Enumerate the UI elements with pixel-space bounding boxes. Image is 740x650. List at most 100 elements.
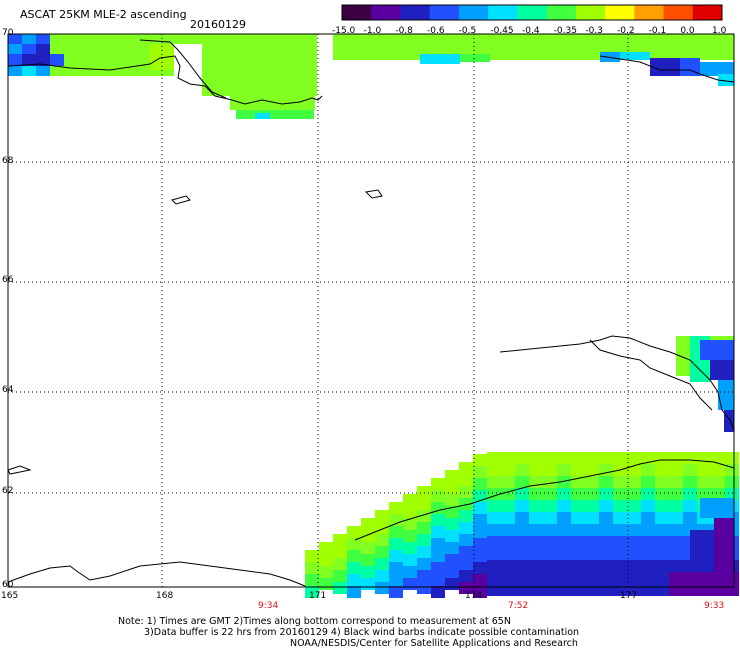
data-cell: [585, 548, 599, 560]
data-cell: [641, 548, 655, 560]
coastline-path: [589, 339, 713, 411]
data-cell: [655, 464, 669, 476]
data-cell: [655, 548, 669, 560]
data-cell: [202, 34, 317, 96]
data-cell: [529, 572, 543, 584]
data-cell: [347, 550, 361, 562]
data-cell: [543, 476, 557, 488]
data-cell: [501, 476, 515, 488]
data-cell: [347, 526, 361, 538]
data-cell: [641, 452, 655, 464]
data-cell: [431, 586, 445, 598]
data-cell: [487, 464, 501, 476]
data-cell: [445, 542, 459, 554]
data-cell: [459, 462, 473, 474]
data-cell: [501, 512, 515, 524]
colorbar-swatch: [458, 5, 489, 20]
data-cell: [543, 548, 557, 560]
data-cell: [473, 502, 487, 514]
data-cell: [473, 574, 487, 586]
data-cell: [305, 586, 319, 598]
data-cell: [319, 554, 333, 566]
data-cell: [641, 536, 655, 548]
data-cell: [627, 548, 641, 560]
note-line-1: Note: 1) Times are GMT 2)Times along bot…: [118, 616, 511, 627]
data-cell: [431, 550, 445, 562]
data-cell: [599, 500, 613, 512]
data-cell: [459, 558, 473, 570]
data-cell: [501, 584, 515, 596]
chart-date: 20160129: [190, 18, 246, 31]
data-cell: [431, 490, 445, 502]
time-label-1: 9:34: [258, 601, 279, 611]
data-cell: [487, 476, 501, 488]
colorbar-label: -15.0: [332, 26, 356, 36]
data-cell: [613, 572, 627, 584]
data-cell: [585, 476, 599, 488]
lat-label-70: 70: [2, 28, 14, 38]
coastline-path: [7, 561, 306, 587]
data-cell: [515, 452, 529, 464]
data-cell: [557, 488, 571, 500]
data-cell: [431, 514, 445, 526]
data-cell: [319, 566, 333, 578]
data-cell: [718, 74, 734, 86]
data-cell: [641, 524, 655, 536]
data-cell: [683, 584, 697, 596]
data-cell: [333, 570, 347, 582]
data-cell: [683, 488, 697, 500]
data-cell: [543, 584, 557, 596]
data-cell: [690, 530, 714, 570]
data-cell: [697, 488, 711, 500]
data-cell: [515, 584, 529, 596]
graticule: [8, 34, 734, 587]
data-cell: [613, 536, 627, 548]
data-cell: [375, 522, 389, 534]
data-cell: [557, 560, 571, 572]
data-cell: [710, 360, 734, 380]
data-cell: [557, 476, 571, 488]
data-cell: [459, 582, 473, 594]
data-cell: [361, 578, 375, 590]
chart-title: ASCAT 25KM MLE-2 ascending: [20, 8, 187, 21]
data-cell: [585, 536, 599, 548]
data-cell: [487, 452, 501, 464]
lon-label-174: 174: [465, 591, 483, 601]
data-cell: [501, 572, 515, 584]
data-cell: [389, 562, 403, 574]
data-cell: [459, 522, 473, 534]
data-cell: [585, 500, 599, 512]
colorbar-swatch: [663, 5, 694, 20]
data-cell: [669, 452, 683, 464]
data-cell: [543, 560, 557, 572]
data-cell: [8, 44, 22, 54]
data-cell: [361, 566, 375, 578]
data-cell: [571, 500, 585, 512]
data-cell: [669, 500, 683, 512]
data-cell: [543, 452, 557, 464]
data-cell: [501, 500, 515, 512]
data-cell: [529, 512, 543, 524]
data-cell: [627, 572, 641, 584]
data-cell: [389, 526, 403, 538]
data-cell: [230, 96, 315, 110]
data-cell: [613, 524, 627, 536]
colorbar-label: -0.6: [427, 26, 445, 36]
lon-label-168: 168: [156, 591, 174, 601]
data-cell: [515, 524, 529, 536]
data-cell: [641, 560, 655, 572]
data-cell: [515, 536, 529, 548]
data-cell: [389, 502, 403, 514]
coastline-path: [139, 39, 227, 99]
data-cell: [417, 582, 431, 594]
data-cell: [700, 62, 734, 76]
data-cell: [403, 578, 417, 590]
data-cell: [473, 562, 487, 574]
time-label-2: 7:52: [508, 601, 529, 611]
data-cell: [305, 562, 319, 574]
data-cell: [571, 548, 585, 560]
data-cell: [417, 498, 431, 510]
coastline-path: [599, 55, 735, 83]
colorbar-label: -1.0: [363, 26, 382, 36]
